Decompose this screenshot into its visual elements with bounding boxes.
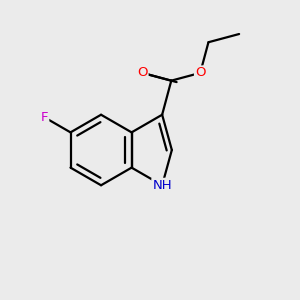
Text: F: F: [41, 111, 48, 124]
Text: O: O: [195, 66, 206, 80]
Text: O: O: [137, 66, 148, 80]
Text: NH: NH: [152, 179, 172, 192]
